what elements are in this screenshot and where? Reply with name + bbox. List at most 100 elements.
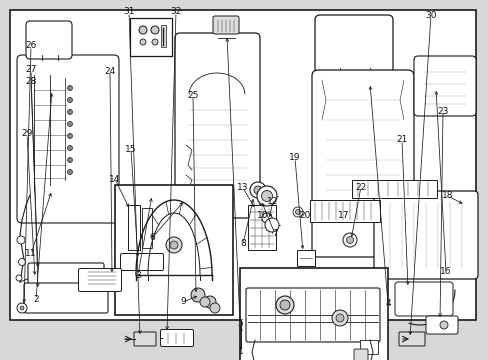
FancyBboxPatch shape: [17, 55, 119, 223]
Text: 16: 16: [439, 267, 451, 276]
Text: 1: 1: [238, 347, 244, 356]
Text: 6: 6: [149, 234, 155, 243]
Text: 3: 3: [135, 270, 141, 279]
FancyBboxPatch shape: [398, 332, 424, 346]
Text: 8: 8: [240, 239, 245, 248]
Text: 22: 22: [355, 183, 366, 192]
Text: 29: 29: [21, 130, 33, 139]
FancyBboxPatch shape: [29, 273, 43, 283]
Circle shape: [275, 296, 293, 314]
Bar: [351, 180, 436, 198]
FancyBboxPatch shape: [160, 329, 193, 346]
Text: 21: 21: [395, 135, 407, 144]
Bar: [10, 10, 475, 320]
Text: 18: 18: [441, 192, 453, 201]
Circle shape: [249, 182, 265, 198]
Circle shape: [346, 237, 353, 243]
Bar: [240, 268, 387, 360]
FancyBboxPatch shape: [373, 191, 477, 279]
Circle shape: [17, 303, 27, 313]
Circle shape: [139, 26, 147, 34]
Circle shape: [335, 314, 343, 322]
FancyBboxPatch shape: [28, 263, 104, 289]
FancyBboxPatch shape: [175, 33, 260, 218]
Circle shape: [264, 218, 279, 232]
Circle shape: [67, 109, 72, 114]
Circle shape: [257, 186, 276, 206]
Text: 17: 17: [338, 211, 349, 220]
Circle shape: [16, 275, 22, 281]
Bar: [115, 185, 232, 315]
FancyBboxPatch shape: [425, 316, 457, 334]
Circle shape: [261, 190, 272, 202]
Circle shape: [67, 134, 72, 139]
Bar: [142, 208, 152, 248]
Circle shape: [151, 26, 159, 34]
FancyBboxPatch shape: [79, 269, 121, 292]
Text: 23: 23: [436, 107, 448, 116]
FancyBboxPatch shape: [245, 288, 379, 342]
FancyBboxPatch shape: [120, 253, 163, 270]
Circle shape: [342, 233, 356, 247]
Bar: [309, 200, 379, 222]
Text: 25: 25: [187, 90, 198, 99]
Circle shape: [209, 303, 220, 313]
Circle shape: [67, 158, 72, 162]
FancyBboxPatch shape: [353, 349, 367, 360]
Text: 2: 2: [33, 296, 39, 305]
Text: 20: 20: [299, 211, 310, 220]
FancyBboxPatch shape: [413, 56, 475, 116]
Circle shape: [19, 258, 25, 266]
Text: 10: 10: [257, 211, 268, 220]
Circle shape: [165, 237, 182, 253]
Circle shape: [17, 236, 25, 244]
Bar: [296, 250, 314, 266]
Text: 30: 30: [425, 10, 436, 19]
Circle shape: [262, 213, 271, 223]
Text: 5: 5: [237, 319, 243, 328]
Circle shape: [200, 297, 209, 307]
Circle shape: [67, 145, 72, 150]
Bar: [128, 205, 140, 250]
Circle shape: [20, 306, 24, 310]
Bar: [130, 18, 172, 56]
Circle shape: [253, 186, 262, 194]
Text: 14: 14: [109, 175, 121, 184]
Circle shape: [152, 39, 158, 45]
Bar: [247, 205, 275, 250]
Text: 12: 12: [267, 197, 278, 206]
FancyBboxPatch shape: [311, 70, 413, 257]
Bar: [161, 25, 165, 47]
Text: 19: 19: [289, 153, 300, 162]
Text: 32: 32: [170, 8, 182, 17]
Circle shape: [295, 210, 300, 215]
Text: 4: 4: [385, 300, 390, 309]
Circle shape: [67, 98, 72, 103]
FancyBboxPatch shape: [213, 16, 239, 34]
FancyBboxPatch shape: [394, 282, 452, 316]
Bar: [359, 340, 377, 354]
Circle shape: [191, 288, 204, 302]
Circle shape: [67, 122, 72, 126]
Circle shape: [280, 300, 289, 310]
Text: 24: 24: [104, 67, 115, 76]
Circle shape: [140, 39, 146, 45]
Circle shape: [203, 296, 216, 308]
Text: 27: 27: [25, 66, 37, 75]
Text: 9: 9: [180, 297, 185, 306]
Circle shape: [292, 207, 303, 217]
FancyBboxPatch shape: [24, 283, 108, 313]
FancyBboxPatch shape: [134, 332, 156, 346]
Text: 28: 28: [25, 77, 37, 86]
Text: 7: 7: [271, 230, 277, 238]
Circle shape: [170, 241, 178, 249]
FancyBboxPatch shape: [26, 21, 72, 59]
Circle shape: [331, 310, 347, 326]
Text: 11: 11: [25, 249, 37, 258]
Text: 26: 26: [25, 41, 37, 50]
Text: 15: 15: [125, 144, 137, 153]
Text: 13: 13: [237, 184, 248, 193]
Circle shape: [439, 321, 447, 329]
FancyBboxPatch shape: [314, 15, 392, 73]
Circle shape: [67, 85, 72, 90]
